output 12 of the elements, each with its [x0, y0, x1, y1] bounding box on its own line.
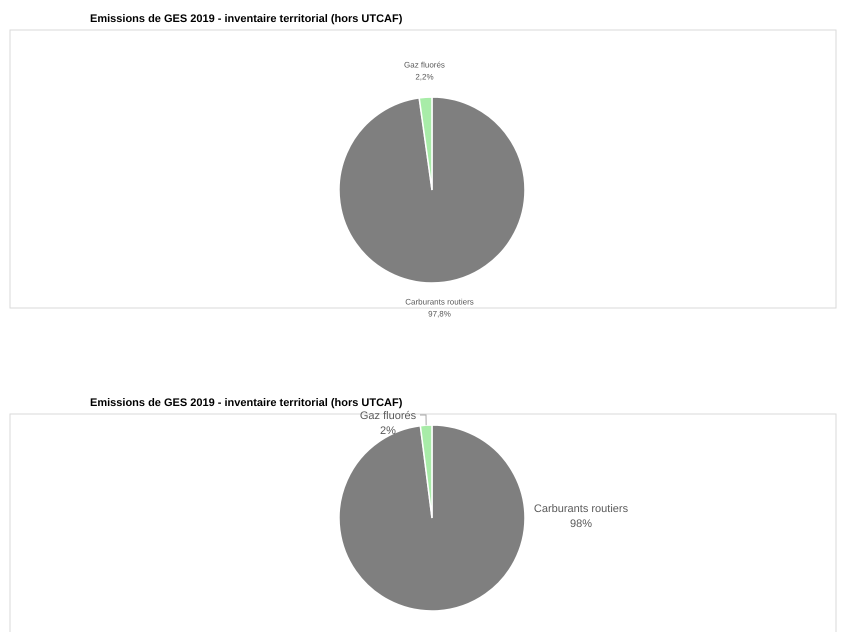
text: Emissions de GES 2019 - inventaire territorial (hors UTCAF) [90, 397, 403, 409]
data-label: 97,8% [428, 310, 451, 319]
slice-label: Gaz fluorés [404, 60, 445, 70]
data-label: 2% [380, 425, 396, 437]
data-label: 2,2% [415, 72, 434, 82]
slice-label: Gaz fluorés [360, 410, 417, 422]
text: Emissions de GES 2019 - inventaire territorial (hors UTCAF) [90, 13, 403, 25]
slice-label: Carburants routiers [534, 503, 629, 515]
data-label: 98% [570, 518, 592, 530]
slice-label: Carburants routiers [405, 298, 474, 307]
pie-slice [338, 424, 526, 612]
pie-slice [338, 96, 526, 284]
